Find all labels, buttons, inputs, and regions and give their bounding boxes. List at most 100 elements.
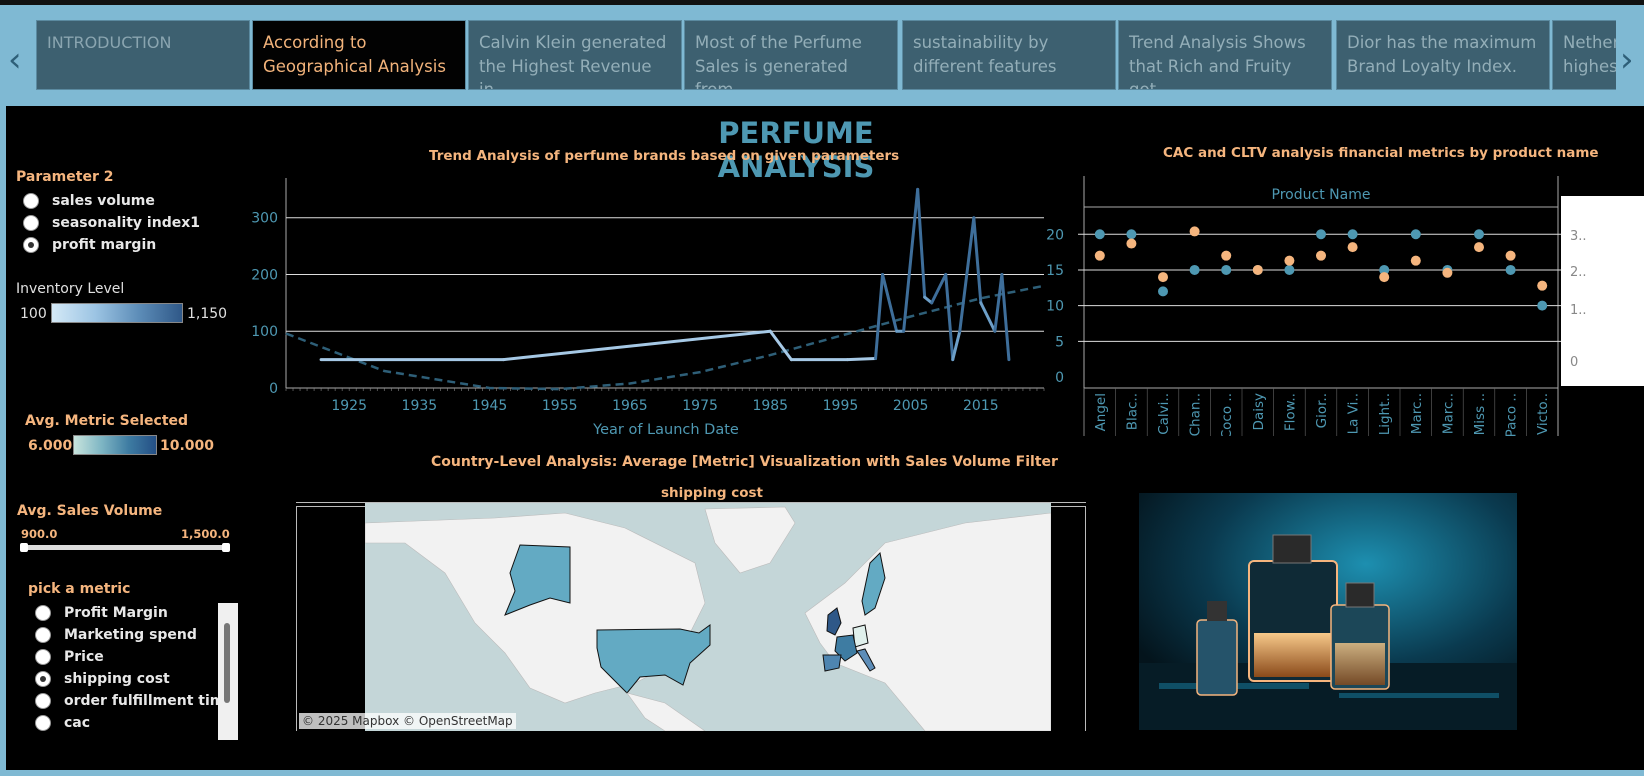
slider-handle-min[interactable]: [20, 543, 28, 552]
x-category-label: Daisy: [1251, 393, 1267, 430]
radio-button[interactable]: [23, 215, 39, 231]
bottom-border: [0, 770, 1644, 776]
radio-cac[interactable]: cac: [35, 715, 90, 731]
greenland-land: [704, 506, 796, 574]
trend-chart-title: Trend Analysis of perfume brands based o…: [429, 148, 900, 164]
avg-metric-max: 10.000: [160, 438, 215, 454]
sales-volume-slider[interactable]: [20, 543, 230, 552]
scandinavia-region[interactable]: [861, 551, 886, 616]
cac-chart-title: CAC and CLTV analysis financial metrics …: [1163, 145, 1599, 161]
spain-region[interactable]: [822, 654, 842, 672]
right-axis-tick-label: 3..: [1570, 229, 1587, 244]
story-tabs: INTRODUCTION According to Geographical A…: [36, 20, 1616, 90]
metric-list-scrollbar[interactable]: [218, 603, 238, 740]
radio-seasonality-index[interactable]: seasonality index1: [23, 215, 200, 231]
series-segment: [1000, 272, 1011, 362]
radio-button[interactable]: [35, 605, 51, 621]
x-axis-title: Year of Launch Date: [592, 422, 739, 438]
x-category-label: Marc..: [1409, 393, 1425, 434]
dashboard: PERFUME ANALYSIS Parameter 2 sales volum…: [6, 106, 1644, 770]
radio-sales-volume[interactable]: sales volume: [23, 193, 155, 209]
italy-region[interactable]: [856, 648, 876, 672]
tab-introduction[interactable]: INTRODUCTION: [36, 20, 250, 90]
tab-trend-analysis[interactable]: Trend Analysis Shows that Rich and Fruit…: [1118, 20, 1332, 90]
radio-button-selected[interactable]: [35, 671, 51, 687]
cac-point: [1537, 300, 1548, 311]
cltv-point: [1537, 280, 1548, 291]
map-divider: [296, 502, 1086, 503]
x-tick-label: 1985: [752, 398, 788, 414]
cltv-point: [1347, 242, 1358, 253]
sales-volume-max: 1,500.0: [181, 527, 230, 541]
map-subtitle: shipping cost: [661, 485, 763, 501]
right-axis-tick-label: 1..: [1570, 303, 1587, 318]
alaska-region[interactable]: [504, 544, 571, 616]
inventory-max: 1,150: [187, 306, 228, 322]
x-category-label: Miss ..: [1472, 393, 1488, 435]
radio-profit-margin[interactable]: profit margin: [23, 237, 156, 253]
tab-perfume-sales[interactable]: Most of the Perfume Sales is generated f…: [684, 20, 898, 90]
radio-order-fulfillment-time[interactable]: order fulfillment time: [35, 693, 234, 709]
radio-button[interactable]: [35, 627, 51, 643]
cltv-point: [1158, 272, 1168, 283]
y-tick-label: 10: [1046, 299, 1064, 315]
radio-shipping-cost[interactable]: shipping cost: [35, 671, 170, 687]
tab-sustainability[interactable]: sustainability by different features: [902, 20, 1116, 90]
cltv-point: [1505, 250, 1516, 261]
radio-label: shipping cost: [64, 671, 170, 687]
radio-button[interactable]: [35, 693, 51, 709]
prev-story-point-icon[interactable]: ‹: [8, 40, 22, 80]
cltv-point: [1284, 255, 1295, 266]
pick-metric-label: pick a metric: [28, 581, 131, 597]
story-navigation: ‹ INTRODUCTION According to Geographical…: [0, 5, 1644, 105]
perfume-bottles-image: [1139, 493, 1517, 730]
cltv-point: [1221, 250, 1232, 261]
uk-region[interactable]: [826, 607, 842, 636]
next-story-point-icon[interactable]: ›: [1620, 40, 1634, 80]
slider-handle-max[interactable]: [222, 543, 230, 552]
y-tick-label: 20: [1046, 227, 1064, 243]
tab-dior-loyalty[interactable]: Dior has the maximum Brand Loyalty Index…: [1336, 20, 1550, 90]
x-category-label: Chan..: [1188, 393, 1204, 436]
radio-price[interactable]: Price: [35, 649, 104, 665]
series-segment: [958, 216, 976, 333]
avg-metric-min: 6.000: [28, 438, 73, 454]
choropleth-map[interactable]: [365, 503, 1051, 731]
scrollbar-thumb[interactable]: [224, 623, 230, 703]
radio-label: Marketing spend: [64, 627, 197, 643]
series-segment: [845, 356, 878, 362]
radio-marketing-spend[interactable]: Marketing spend: [35, 627, 197, 643]
y-tick-label: 100: [251, 324, 278, 340]
usa-region[interactable]: [596, 624, 711, 694]
cac-point: [1158, 286, 1168, 297]
radio-label: order fulfillment time: [64, 693, 234, 709]
x-tick-label: 2005: [893, 398, 929, 414]
x-tick-label: 1975: [682, 398, 718, 414]
y-tick-label: 0: [269, 381, 278, 397]
x-category-label: Coco ..: [1219, 393, 1235, 436]
radio-label: profit margin: [52, 237, 157, 253]
series-segment: [972, 216, 983, 305]
tab-calvin-klein-revenue[interactable]: Calvin Klein generated the Highest Reven…: [468, 20, 682, 90]
tab-netherlands[interactable]: Nether highes: [1552, 20, 1616, 90]
radio-button[interactable]: [23, 193, 39, 209]
radio-profit-margin-metric[interactable]: Profit Margin: [35, 605, 168, 621]
map-attribution[interactable]: © 2025 Mapbox © OpenStreetMap: [299, 713, 516, 729]
inventory-min: 100: [20, 306, 47, 322]
cac-point: [1410, 229, 1421, 240]
radio-label: Profit Margin: [64, 605, 168, 621]
cac-cltv-scatter-chart[interactable]: Product Name 0 5 10 15 20 3.. 2.. 1.. 0 Angel Blac.…: [1026, 166, 1644, 436]
series-segment: [979, 301, 997, 333]
radio-button-selected[interactable]: [23, 237, 39, 253]
y-tick-label: 0: [1055, 370, 1064, 386]
sales-volume-min: 900.0: [21, 527, 58, 541]
radio-button[interactable]: [35, 715, 51, 731]
cltv-point: [1126, 238, 1137, 249]
x-category-label: Light..: [1377, 393, 1393, 435]
radio-button[interactable]: [35, 649, 51, 665]
x-tick-label: 1925: [331, 398, 367, 414]
right-axis-tick-label: 2..: [1570, 265, 1587, 280]
cltv-point: [1094, 250, 1105, 261]
tab-geographical-analysis[interactable]: According to Geographical Analysis: [252, 20, 466, 90]
